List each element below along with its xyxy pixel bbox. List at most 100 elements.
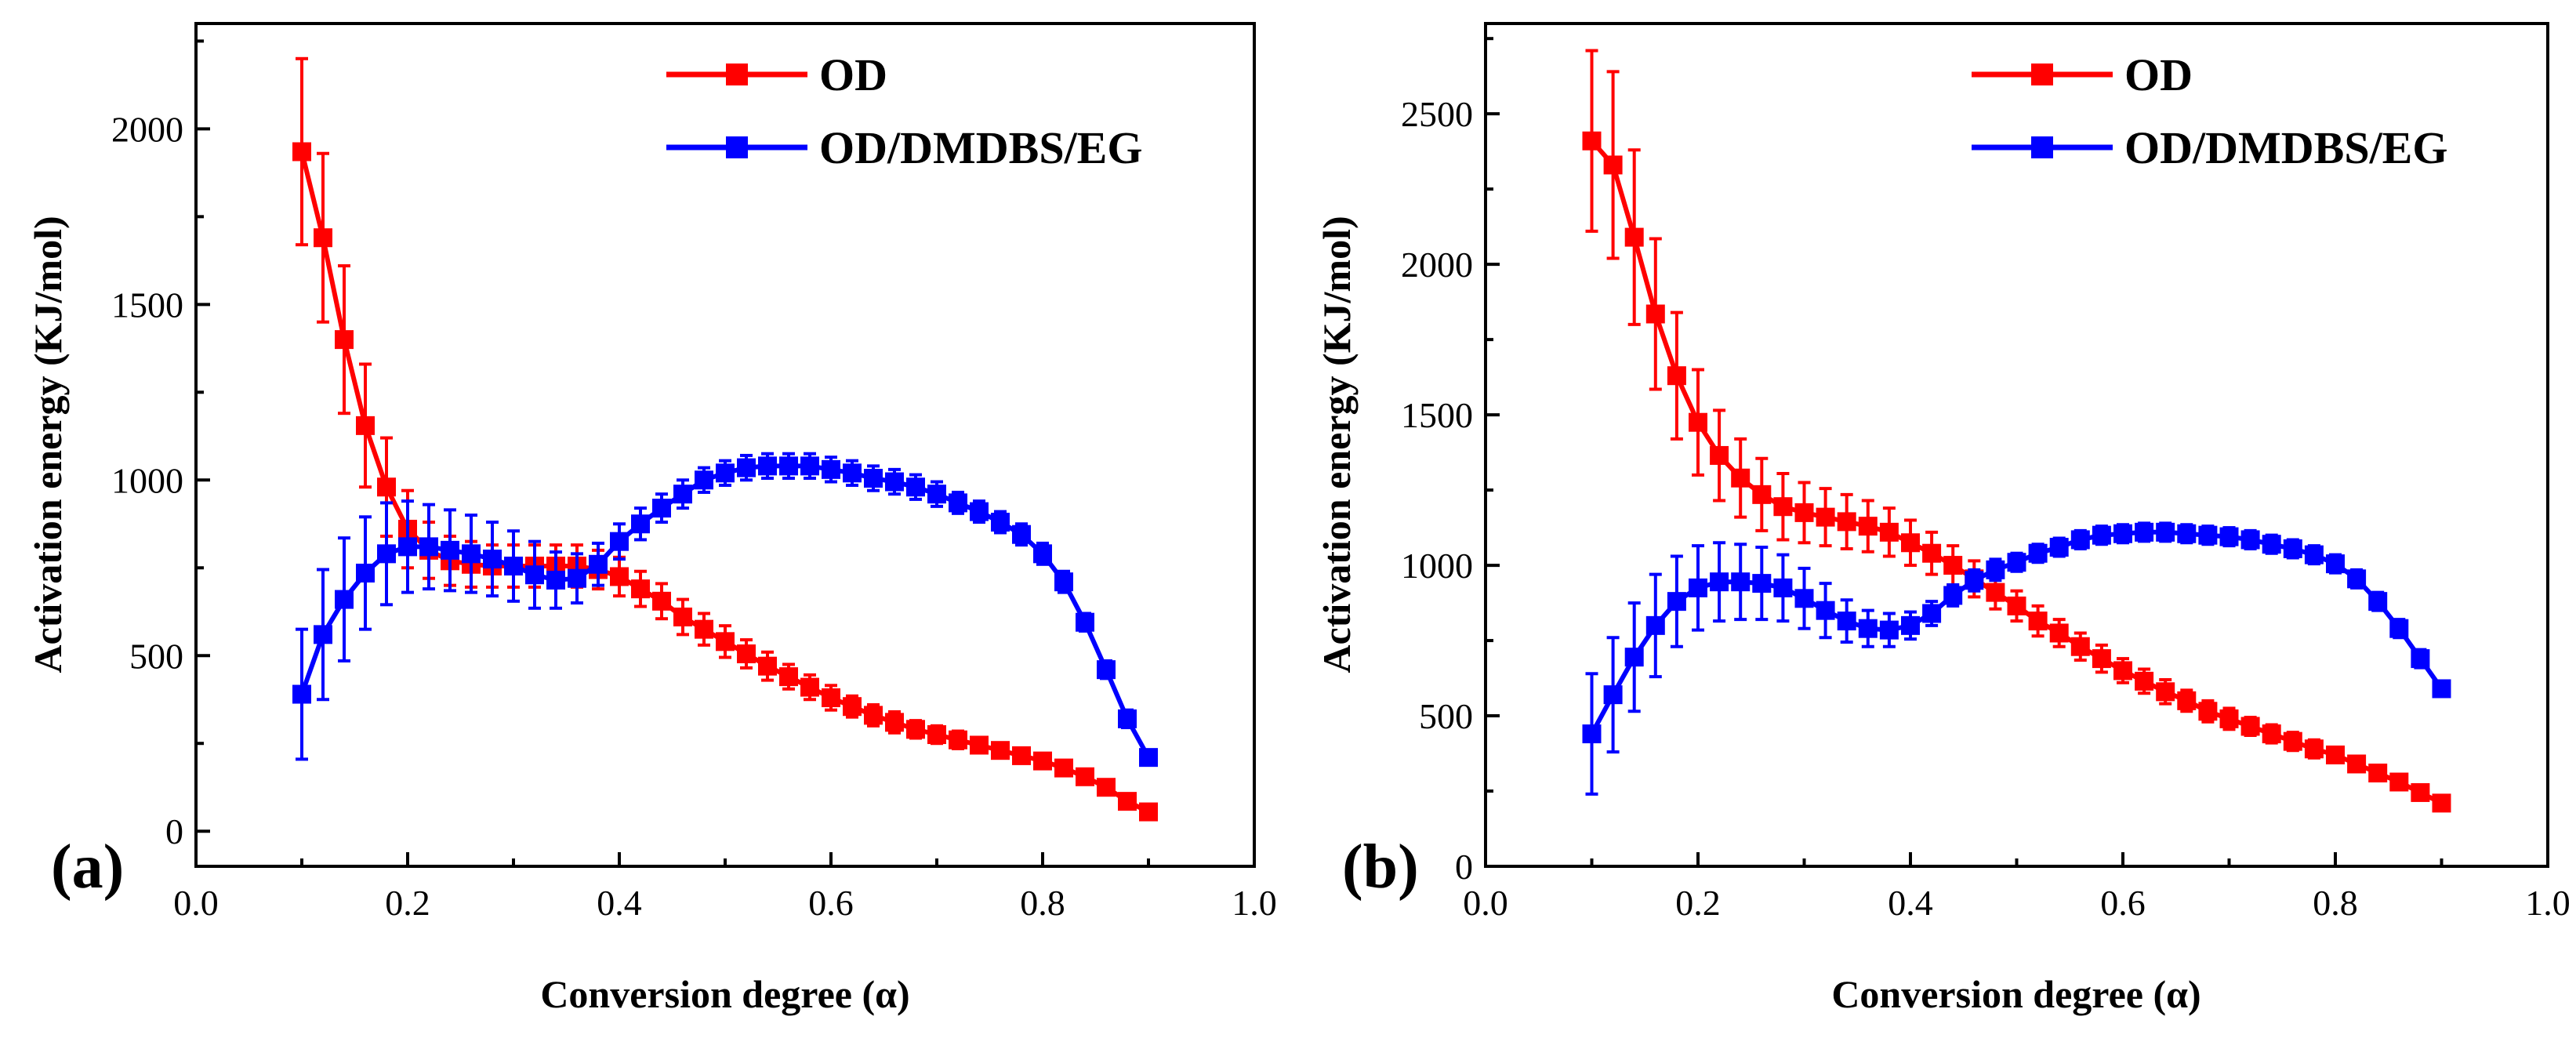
data-point: [1645, 615, 1665, 635]
data-point: [1054, 572, 1073, 592]
data-point: [1603, 685, 1623, 705]
data-point: [716, 632, 735, 651]
data-point: [1012, 746, 1031, 765]
data-point: [1816, 601, 1835, 620]
data-point: [2283, 731, 2302, 751]
data-point: [949, 493, 967, 513]
data-point: [462, 544, 481, 564]
legend-label-od-b: OD: [2124, 49, 2193, 100]
y-tick-label: 1000: [1401, 546, 1473, 586]
data-point: [314, 228, 332, 248]
data-point: [822, 688, 840, 707]
y-axis-title-b: Activation energy (KJ/mol): [1315, 216, 1359, 673]
data-point: [2113, 524, 2132, 543]
legend-marker-od-a: [726, 64, 748, 85]
data-point: [1879, 620, 1899, 640]
data-point: [2092, 649, 2111, 669]
plot-area-b: [1582, 49, 2451, 813]
legend-marker-od-b: [2031, 64, 2053, 85]
data-point: [673, 485, 692, 504]
data-point: [1901, 533, 1920, 553]
data-point: [1710, 445, 1729, 465]
x-tick-label: 0.0: [1463, 883, 1508, 923]
y-ticks-b: 0 500 1000 1500 2000 2500: [1401, 37, 1500, 887]
data-point: [864, 706, 883, 725]
x-axis-title-b: Conversion degree (α): [1831, 972, 2200, 1016]
legend-b: OD OD/DMDBS/EG: [1972, 49, 2448, 173]
data-point: [589, 554, 608, 574]
data-point: [2389, 772, 2409, 792]
data-point: [2028, 543, 2048, 563]
data-point: [2283, 539, 2302, 558]
data-point: [2156, 682, 2175, 702]
data-point: [779, 456, 798, 476]
x-ticks-a: 0.0 0.2 0.4 0.6 0.8 1.0: [173, 852, 1277, 923]
data-point: [1603, 155, 1623, 175]
legend-a: OD OD/DMDBS/EG: [666, 49, 1143, 173]
data-point: [1689, 412, 1707, 432]
data-point: [2411, 649, 2430, 669]
x-tick-label: 0.0: [173, 883, 219, 923]
data-point: [610, 567, 629, 586]
chart-panel-b: 0.0 0.2 0.4 0.6 0.8 1.0 05001000150020002500 …: [1315, 22, 2571, 1016]
data-point: [1076, 767, 1094, 786]
y-tick-label: 2000: [1401, 245, 1473, 285]
y-tick-label: 500: [1419, 696, 1473, 736]
data-point: [2070, 530, 2090, 550]
data-point: [631, 579, 650, 599]
data-point: [2113, 661, 2132, 681]
series-od-dmdbs-eg: [292, 452, 1158, 768]
data-point: [377, 544, 396, 564]
data-point: [1752, 485, 1772, 504]
x-ticks-b: 0.0 0.2 0.4 0.6 0.8 1.0: [1463, 852, 2571, 923]
data-point: [2368, 592, 2388, 612]
data-point: [1858, 619, 1878, 638]
series-od-dmdbs-eg: [1582, 521, 2451, 796]
y-tick-label: 1000: [111, 460, 183, 500]
data-point: [2135, 522, 2154, 542]
data-point: [1118, 792, 1137, 811]
data-point: [1012, 524, 1031, 544]
data-point: [1667, 592, 1686, 612]
data-point: [652, 499, 671, 518]
y-axis-title-a: Activation energy (KJ/mol): [26, 216, 70, 673]
data-point: [335, 330, 354, 350]
data-point: [631, 514, 650, 534]
data-point: [2304, 739, 2324, 759]
data-point: [800, 677, 819, 697]
data-point: [2156, 522, 2175, 542]
data-point: [1097, 660, 1116, 680]
panel-label-a: (a): [51, 833, 124, 902]
data-point: [1986, 583, 2005, 602]
data-point: [2347, 569, 2367, 589]
x-tick-label: 1.0: [2525, 883, 2571, 923]
data-point: [1879, 522, 1899, 542]
legend-label-oddmdbseg-b: OD/DMDBS/EG: [2124, 122, 2448, 173]
x-tick-label: 0.6: [808, 883, 854, 923]
data-point: [864, 469, 883, 488]
data-point: [2411, 782, 2430, 802]
data-point: [1731, 468, 1751, 488]
data-point: [1076, 612, 1094, 632]
data-point: [2135, 671, 2154, 691]
data-point: [927, 725, 946, 745]
data-point: [1794, 503, 1814, 522]
data-point: [2028, 612, 2048, 631]
data-point: [758, 656, 777, 676]
data-point: [885, 713, 904, 732]
y-ticks-a: 0 500 1000 1500 2000: [111, 39, 210, 851]
data-point: [1901, 615, 1920, 635]
data-point: [546, 570, 565, 590]
data-point: [568, 568, 586, 588]
data-point: [1139, 748, 1158, 768]
data-point: [843, 697, 862, 717]
x-tick-label: 0.2: [385, 883, 430, 923]
data-point: [2262, 724, 2281, 744]
chart-panel-a: 0.0 0.2 0.4 0.6 0.8 1.0 0 500 1000 1500 2000 Conv…: [26, 22, 1277, 1016]
data-point: [906, 477, 925, 497]
plot-area-a: [292, 56, 1158, 822]
data-point: [737, 644, 756, 664]
y-tick-label: 500: [129, 636, 183, 676]
data-point: [398, 537, 417, 557]
data-point: [1752, 574, 1772, 593]
